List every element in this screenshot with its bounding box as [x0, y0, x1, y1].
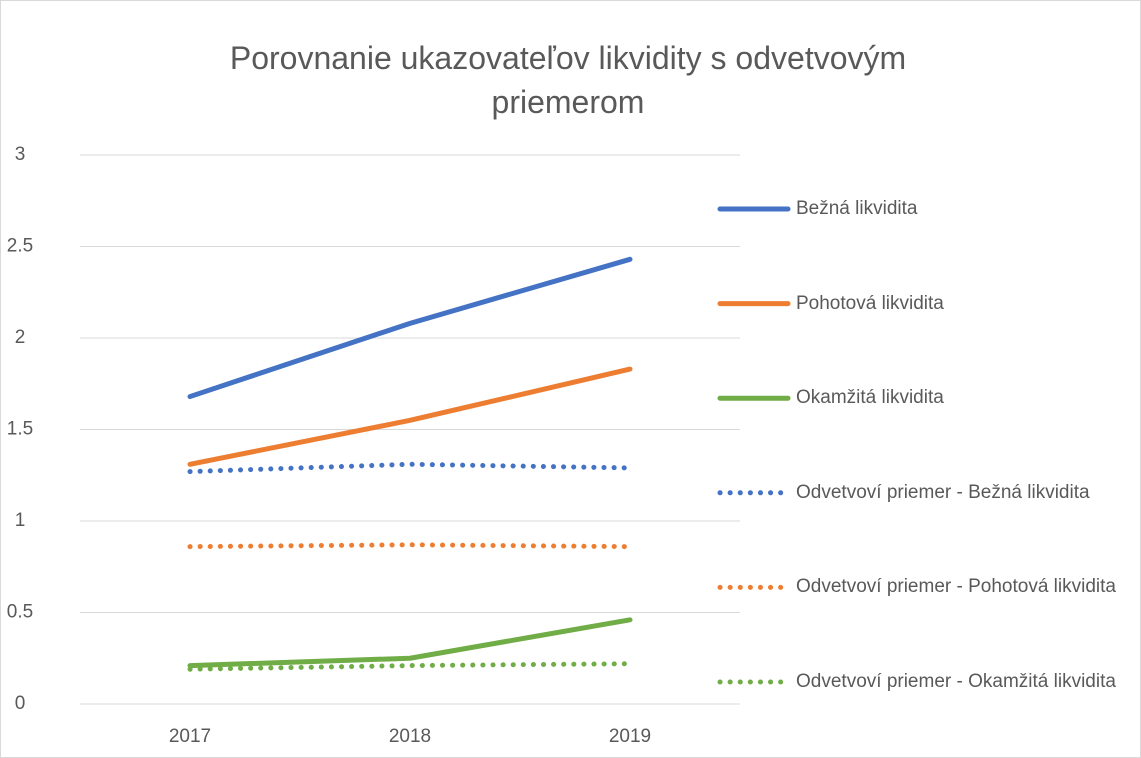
y-tick-label: 3: [15, 144, 26, 165]
series-line: [187, 256, 633, 400]
legend-label: Pohotová likvidita: [796, 292, 944, 314]
legend-label: Odvetvoví priemer - Okamžitá likvidita: [796, 671, 1116, 692]
y-tick-label: 2: [15, 327, 26, 348]
y-tick-label: 0.5: [7, 602, 33, 623]
x-tick-label: 2018: [389, 726, 431, 747]
x-tick-label: 2019: [609, 726, 651, 747]
legend-label: Okamžitá likvidita: [796, 387, 944, 409]
x-tick-label: 2017: [169, 726, 211, 747]
series-line: [187, 461, 633, 475]
series-line: [187, 661, 633, 672]
legend-label: Bežná likvidita: [796, 198, 918, 219]
series-line: [187, 542, 633, 550]
series-line: [187, 366, 633, 467]
y-tick-label: 2.5: [7, 236, 33, 257]
y-tick-label: 1.5: [7, 419, 33, 440]
y-tick-label: 0: [15, 693, 26, 714]
y-tick-label: 1: [15, 510, 26, 531]
legend-label: Odvetvoví priemer - Bežná likvidita: [796, 481, 1090, 503]
chart-title: Porovnanie ukazovateľov likvidity s odve…: [229, 40, 907, 120]
series-line: [187, 617, 633, 669]
legend-label: Odvetvoví priemer - Pohotová likvidita: [796, 576, 1116, 598]
